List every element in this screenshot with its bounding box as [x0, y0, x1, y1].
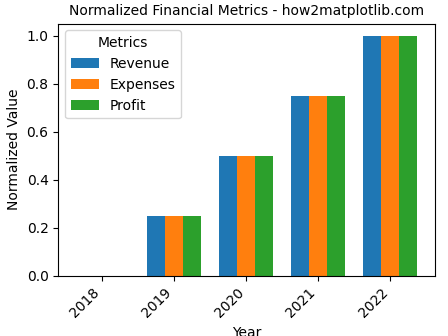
- X-axis label: Year: Year: [232, 326, 261, 336]
- Bar: [237, 156, 255, 276]
- Bar: [310, 95, 327, 276]
- Legend: Revenue, Expenses, Profit: Revenue, Expenses, Profit: [65, 31, 181, 118]
- Bar: [147, 215, 165, 276]
- Bar: [291, 95, 310, 276]
- Bar: [220, 156, 237, 276]
- Y-axis label: Normalized Value: Normalized Value: [7, 89, 21, 210]
- Bar: [183, 215, 202, 276]
- Bar: [165, 215, 183, 276]
- Bar: [363, 36, 381, 276]
- Title: Normalized Financial Metrics - how2matplotlib.com: Normalized Financial Metrics - how2matpl…: [69, 4, 424, 18]
- Bar: [381, 36, 400, 276]
- Bar: [400, 36, 418, 276]
- Bar: [327, 95, 345, 276]
- Bar: [255, 156, 273, 276]
